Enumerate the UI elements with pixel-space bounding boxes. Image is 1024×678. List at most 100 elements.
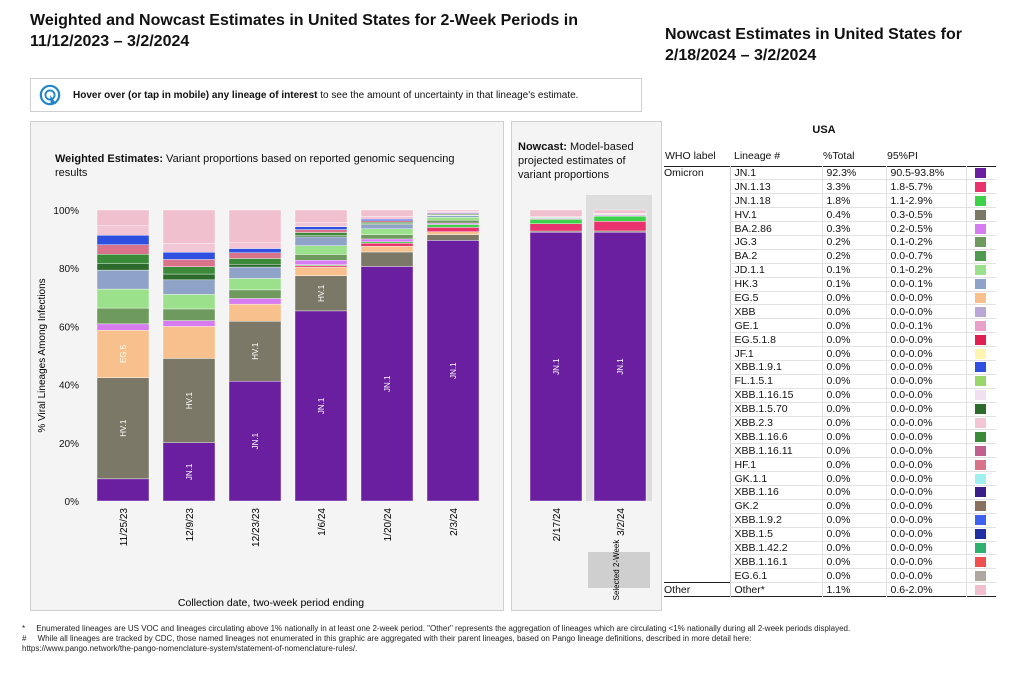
bar-segment-jn-1[interactable] (360, 266, 414, 502)
bar-segment-xbb-1-5-70[interactable] (96, 263, 150, 271)
nowcast-segment-jn-1-18[interactable] (593, 215, 647, 222)
bar-segment-eg-5[interactable] (294, 266, 348, 277)
bar-segment-xbb-1-16-6[interactable] (228, 258, 282, 265)
bar-segment-xbb-2-3[interactable] (294, 222, 348, 227)
bar-segment-jg-3[interactable] (294, 254, 348, 261)
bar-segment-other-[interactable] (96, 209, 150, 227)
bar-segment-hv-1[interactable] (294, 275, 348, 312)
nowcast-segment-jn-1-13[interactable] (529, 223, 583, 232)
table-row[interactable]: Omicron JN.1 92.3% 90.5-93.8% (664, 166, 996, 181)
bar-segment-eg-5[interactable] (96, 329, 150, 378)
table-row[interactable]: EG.5.1.8 0.0% 0.0-0.0% (664, 332, 996, 348)
bar-segment-eg-5[interactable] (228, 303, 282, 322)
bar-segment-jn-1-18[interactable] (426, 224, 480, 228)
bar-segment-hk-3[interactable] (162, 279, 216, 295)
table-row[interactable]: GK.2 0.0% 0.0-0.0% (664, 499, 996, 514)
bar-segment-jn-1[interactable] (96, 478, 150, 502)
table-row[interactable]: JN.1.18 1.8% 1.1-2.9% (664, 193, 996, 209)
nowcast-segment-other-[interactable] (529, 209, 583, 217)
table-row[interactable]: BA.2 0.2% 0.0-0.7% (664, 249, 996, 264)
table-row[interactable]: HV.1 0.4% 0.3-0.5% (664, 207, 996, 223)
bar-segment-jd-1-1[interactable] (426, 217, 480, 221)
table-row[interactable]: XBB 0.0% 0.0-0.0% (664, 304, 996, 320)
table-row[interactable]: JN.1.13 3.3% 1.8-5.7% (664, 179, 996, 195)
bar-segment-other-[interactable] (294, 209, 348, 223)
table-row[interactable]: XBB.1.16.11 0.0% 0.0-0.0% (664, 443, 996, 459)
table-row[interactable]: BA.2.86 0.3% 0.2-0.5% (664, 221, 996, 236)
bar-segment-ba-2-86[interactable] (360, 238, 414, 243)
table-row[interactable]: XBB.1.16.1 0.0% 0.0-0.0% (664, 554, 996, 570)
bar-segment-xbb-1-5-70[interactable] (162, 273, 216, 281)
bar-segment-other-[interactable] (162, 209, 216, 244)
bar-segment-jg-3[interactable] (360, 234, 414, 240)
bar-segment-xbb-1-16-6[interactable] (162, 266, 216, 275)
table-row[interactable]: EG.5 0.0% 0.0-0.0% (664, 291, 996, 306)
bar-segment-hf-1[interactable] (360, 220, 414, 223)
bar-segment-xbb-1-9-1[interactable] (162, 251, 216, 260)
bar-segment-other-[interactable] (228, 209, 282, 244)
table-row[interactable]: XBB.1.5 0.0% 0.0-0.0% (664, 527, 996, 542)
table-row[interactable]: EG.6.1 0.0% 0.0-0.0% (664, 568, 996, 584)
table-row[interactable]: XBB.1.16.15 0.0% 0.0-0.0% (664, 388, 996, 403)
bar-segment-jn-1[interactable] (294, 310, 348, 502)
bar-segment-other-[interactable] (360, 209, 414, 217)
bar-segment-jg-3[interactable] (426, 219, 480, 224)
bar-segment-ba-2-86[interactable] (294, 260, 348, 265)
bar-segment-ba-2-86[interactable] (162, 320, 216, 327)
bar-segment-jn-1[interactable] (162, 442, 216, 502)
table-row-other[interactable]: Other Other* 1.1% 0.6-2.0% (664, 582, 996, 597)
bar-segment-jn-1[interactable] (426, 240, 480, 502)
bar-segment-hk-3[interactable] (294, 236, 348, 246)
table-row[interactable]: HK.3 0.1% 0.0-0.1% (664, 277, 996, 292)
bar-segment-jd-1-1[interactable] (360, 228, 414, 235)
table-row[interactable]: XBB.2.3 0.0% 0.0-0.0% (664, 416, 996, 431)
bar-segment-jn-1-18[interactable] (360, 241, 414, 244)
bar-segment-xbb-1-5-70[interactable] (228, 264, 282, 268)
table-row[interactable]: JF.1 0.0% 0.0-0.0% (664, 346, 996, 361)
bar-segment-jd-1-1[interactable] (228, 278, 282, 291)
bar-segment-eg-5[interactable] (426, 231, 480, 235)
bar-segment-eg-5[interactable] (360, 245, 414, 253)
bar-segment-xbb-2-3[interactable] (162, 243, 216, 253)
bar-segment-hk-3[interactable] (96, 269, 150, 290)
table-row[interactable]: GE.1 0.0% 0.0-0.1% (664, 318, 996, 334)
bar-segment-hv-1[interactable] (360, 251, 414, 267)
bar-segment-jn-1-13[interactable] (360, 243, 414, 247)
bar-segment-xbb-2-3[interactable] (426, 210, 480, 213)
selected-period-box[interactable] (588, 552, 650, 588)
bar-segment-xbb-2-3[interactable] (360, 216, 414, 220)
bar-segment-xbb-1-16-6[interactable] (96, 254, 150, 264)
bar-segment-xbb-2-3[interactable] (228, 242, 282, 249)
bar-segment-xbb-1-16-6[interactable] (294, 232, 348, 236)
table-row[interactable]: GK.1.1 0.0% 0.0-0.0% (664, 471, 996, 486)
bar-segment-jd-1-1[interactable] (162, 294, 216, 310)
bar-segment-hf-1[interactable] (294, 229, 348, 233)
table-row[interactable]: XBB.1.16 0.0% 0.0-0.0% (664, 485, 996, 500)
bar-segment-hf-1[interactable] (162, 259, 216, 267)
bar-segment-hk-3[interactable] (360, 224, 414, 230)
bar-segment-xbb-2-3[interactable] (96, 225, 150, 236)
table-row[interactable]: FL.1.5.1 0.0% 0.0-0.0% (664, 374, 996, 389)
bar-segment-jd-1-1[interactable] (294, 245, 348, 255)
bar-segment-other-[interactable] (426, 209, 480, 212)
nowcast-segment-jn-1-13[interactable] (593, 221, 647, 232)
bar-segment-jg-3[interactable] (228, 289, 282, 299)
table-row[interactable]: XBB.1.9.1 0.0% 0.0-0.0% (664, 360, 996, 375)
bar-segment-jd-1-1[interactable] (96, 288, 150, 309)
table-row[interactable]: XBB.1.5.70 0.0% 0.0-0.0% (664, 402, 996, 417)
nowcast-segment-jn-1-18[interactable] (529, 219, 583, 224)
bar-segment-eg-5[interactable] (162, 326, 216, 359)
nowcast-segment-other-[interactable] (593, 209, 647, 214)
table-row[interactable]: JD.1.1 0.1% 0.1-0.2% (664, 263, 996, 278)
bar-segment-ba-2-86[interactable] (228, 298, 282, 305)
bar-segment-hv-1[interactable] (426, 234, 480, 241)
table-row[interactable]: HF.1 0.0% 0.0-0.0% (664, 457, 996, 473)
bar-segment-hk-3[interactable] (228, 266, 282, 279)
bar-segment-xbb-1-16-6[interactable] (360, 221, 414, 224)
table-row[interactable]: XBB.1.16.6 0.0% 0.0-0.0% (664, 429, 996, 445)
bar-segment-xbb-1-9-1[interactable] (96, 235, 150, 245)
bar-segment-xbb-1-9-1[interactable] (294, 226, 348, 230)
bar-segment-xbb-1-5-70[interactable] (294, 235, 348, 238)
bar-segment-jg-3[interactable] (162, 308, 216, 321)
table-row[interactable]: JG.3 0.2% 0.1-0.2% (664, 235, 996, 250)
